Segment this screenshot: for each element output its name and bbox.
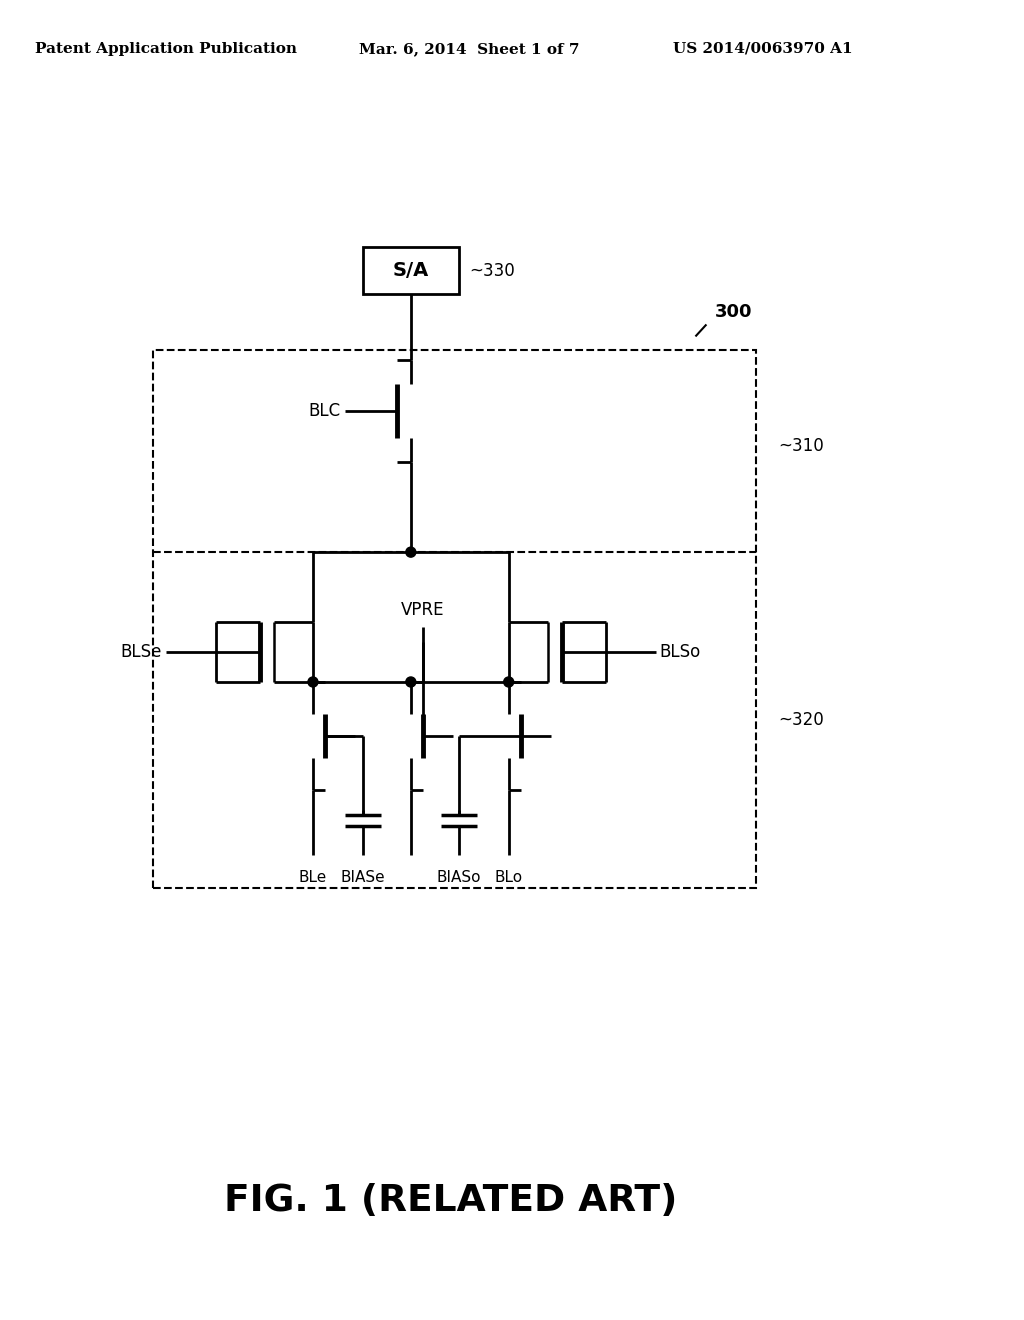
Text: ~330: ~330: [469, 261, 514, 280]
Text: ~310: ~310: [778, 437, 824, 455]
Bar: [154, 350, 757, 887]
Text: BLSe: BLSe: [121, 643, 162, 661]
Text: VPRE: VPRE: [401, 601, 444, 619]
Text: BIASo: BIASo: [436, 870, 481, 884]
Circle shape: [308, 677, 318, 686]
Text: Patent Application Publication: Patent Application Publication: [35, 42, 297, 55]
Text: FIG. 1 (RELATED ART): FIG. 1 (RELATED ART): [224, 1183, 678, 1220]
Circle shape: [406, 677, 416, 686]
Text: BLe: BLe: [299, 870, 327, 884]
Text: 300: 300: [715, 304, 752, 322]
Text: Mar. 6, 2014  Sheet 1 of 7: Mar. 6, 2014 Sheet 1 of 7: [358, 42, 579, 55]
Text: BLSo: BLSo: [659, 643, 700, 661]
Circle shape: [504, 677, 514, 686]
Text: BLC: BLC: [309, 403, 341, 420]
Bar: [362, 247, 459, 294]
Circle shape: [406, 548, 416, 557]
Text: US 2014/0063970 A1: US 2014/0063970 A1: [673, 42, 852, 55]
Text: BLo: BLo: [495, 870, 523, 884]
Text: BIASe: BIASe: [341, 870, 385, 884]
Text: ~320: ~320: [778, 711, 824, 729]
Text: S/A: S/A: [393, 261, 429, 280]
